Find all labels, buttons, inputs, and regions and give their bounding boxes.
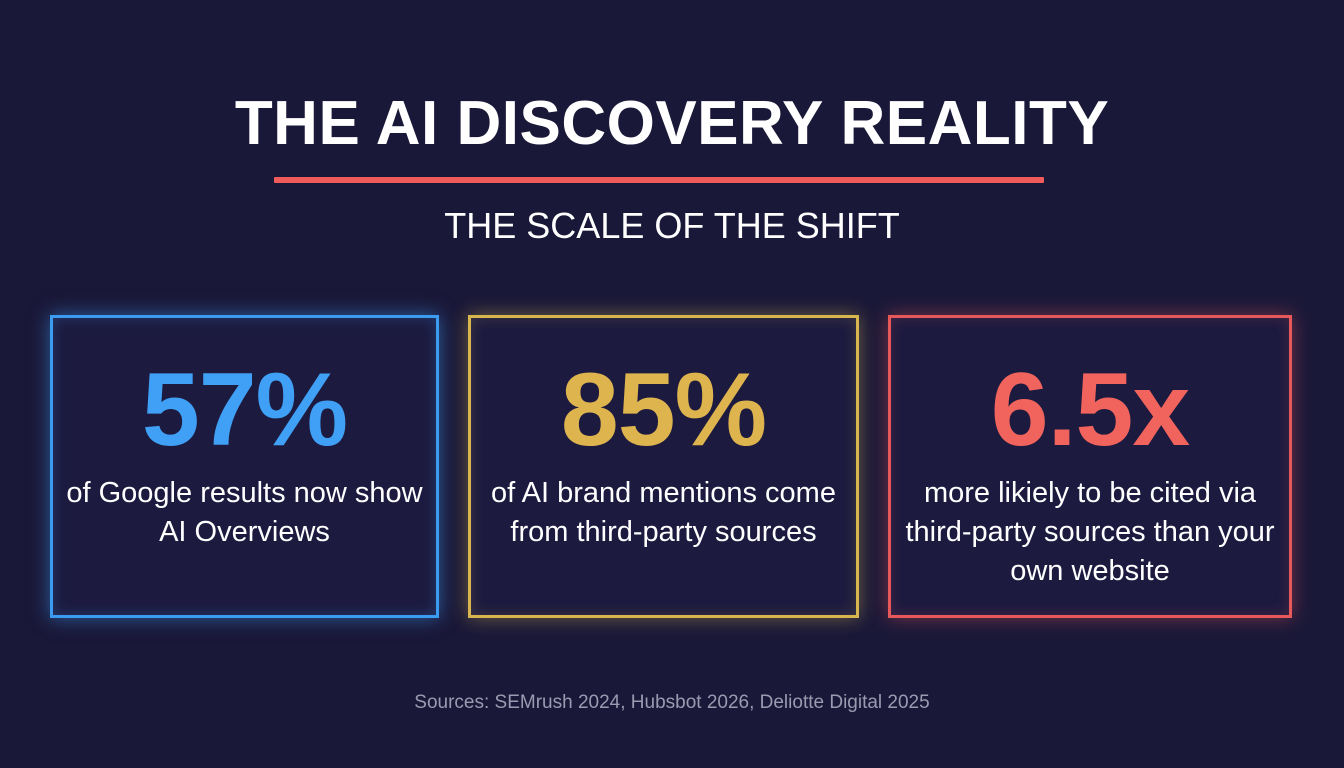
title-underline (274, 177, 1044, 183)
stat-description: more likiely to be cited via third-party… (905, 477, 1275, 587)
page-title: THE AI DISCOVERY REALITY (234, 89, 1110, 158)
stat-description: of AI brand mentions come from third-par… (491, 477, 836, 548)
stat-card-google-results: 57% of Google results now show AI Overvi… (50, 315, 439, 618)
sources-footnote: Sources: SEMrush 2024, Hubsbot 2026, Del… (414, 692, 930, 713)
stat-value: 6.5x (990, 352, 1190, 468)
stat-value: 57% (141, 352, 348, 468)
stat-description: of Google results now show AI Overviews (66, 477, 423, 548)
stat-card-brand-mentions: 85% of AI brand mentions come from third… (468, 315, 859, 618)
page-subtitle: THE SCALE OF THE SHIFT (444, 205, 900, 246)
stat-card-citation-likelihood: 6.5x more likiely to be cited via third-… (888, 315, 1292, 618)
stat-value: 85% (560, 352, 767, 468)
